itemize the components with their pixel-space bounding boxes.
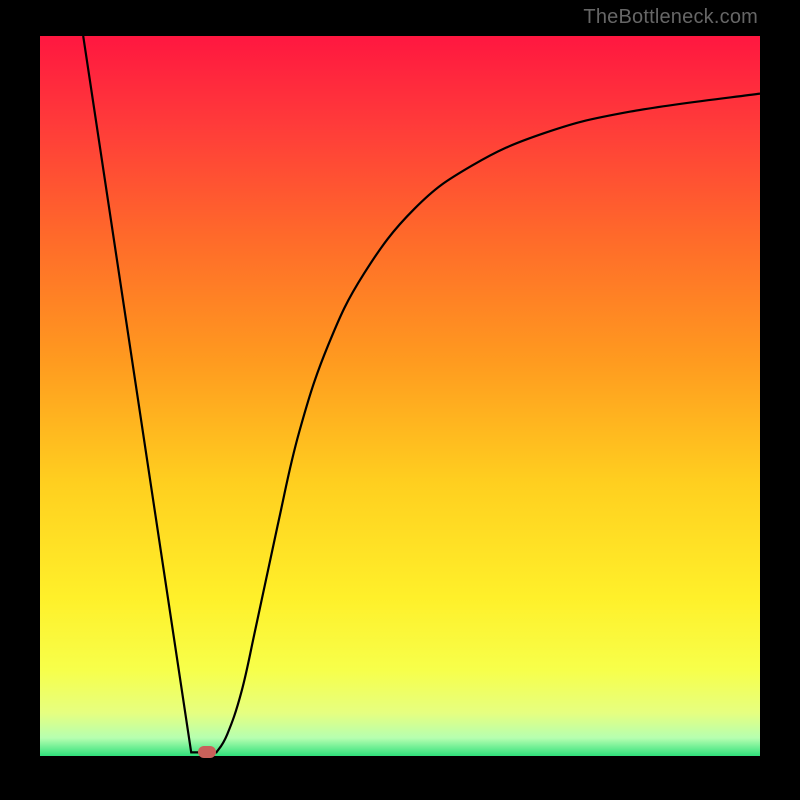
bottleneck-curve xyxy=(40,36,760,756)
curve-path xyxy=(83,36,760,752)
watermark-text: TheBottleneck.com xyxy=(583,6,758,29)
chart-frame: TheBottleneck.com xyxy=(0,0,800,800)
optimum-marker xyxy=(198,746,216,758)
plot-area xyxy=(40,36,760,756)
